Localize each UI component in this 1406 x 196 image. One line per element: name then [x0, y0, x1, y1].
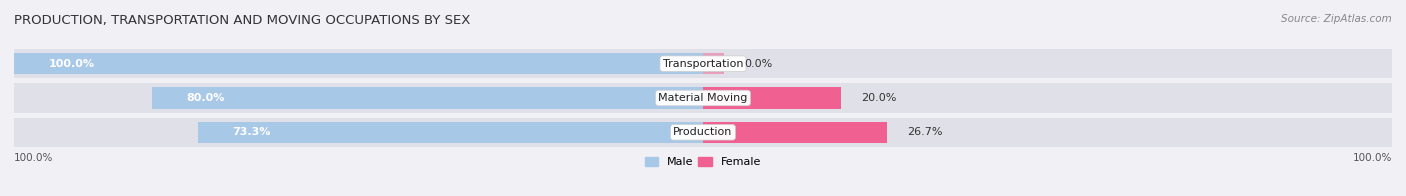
- Bar: [14, 118, 1392, 147]
- Legend: Male, Female: Male, Female: [641, 152, 765, 172]
- Bar: [14, 83, 1392, 113]
- Text: 100.0%: 100.0%: [48, 59, 94, 69]
- Bar: [14, 49, 1392, 78]
- Text: Transportation: Transportation: [662, 59, 744, 69]
- Text: 73.3%: 73.3%: [232, 127, 271, 137]
- Text: PRODUCTION, TRANSPORTATION AND MOVING OCCUPATIONS BY SEX: PRODUCTION, TRANSPORTATION AND MOVING OC…: [14, 14, 471, 27]
- Bar: [198, 122, 703, 143]
- Bar: [703, 87, 841, 109]
- Text: 80.0%: 80.0%: [186, 93, 225, 103]
- Text: Production: Production: [673, 127, 733, 137]
- Text: Material Moving: Material Moving: [658, 93, 748, 103]
- Text: 26.7%: 26.7%: [908, 127, 943, 137]
- Text: 20.0%: 20.0%: [862, 93, 897, 103]
- Text: 100.0%: 100.0%: [1353, 153, 1392, 163]
- Text: 0.0%: 0.0%: [744, 59, 772, 69]
- Bar: [14, 53, 703, 74]
- Text: Source: ZipAtlas.com: Source: ZipAtlas.com: [1281, 14, 1392, 24]
- Bar: [703, 53, 724, 74]
- Bar: [152, 87, 703, 109]
- Text: 100.0%: 100.0%: [14, 153, 53, 163]
- Bar: [703, 122, 887, 143]
